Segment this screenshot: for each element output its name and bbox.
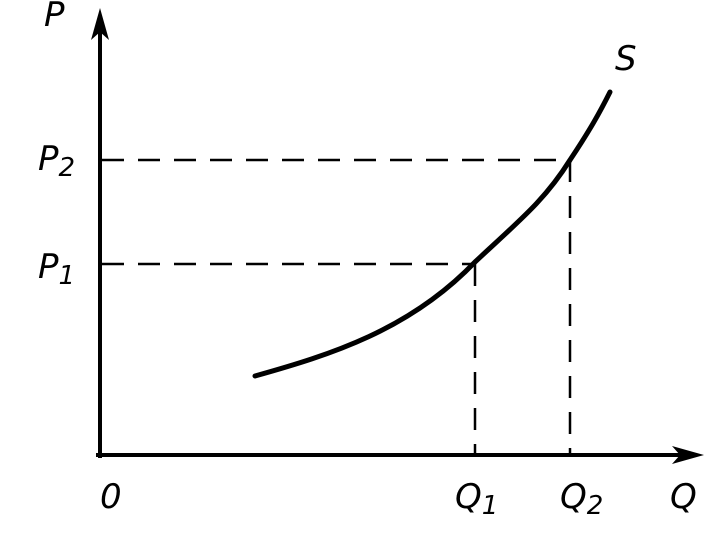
origin-label-text: 0 (100, 477, 122, 517)
y-axis-arrow (91, 8, 109, 40)
x-axis-label-text: Q (670, 477, 697, 517)
p2-label: P2 (38, 139, 75, 183)
p1-sub: 1 (59, 261, 76, 291)
q1-main: Q (455, 477, 482, 517)
y-axis-label-text: P (44, 0, 65, 35)
q2-label: Q2 (560, 477, 603, 521)
p2-sub: 2 (59, 153, 76, 183)
origin-label: 0 (100, 477, 122, 517)
x-axis-label: Q (670, 477, 697, 517)
q1-sub: 1 (482, 491, 499, 521)
p1-label: P1 (38, 247, 75, 291)
y-axis-label: P (44, 0, 65, 35)
q2-sub: 2 (587, 491, 604, 521)
p2-main: P (38, 139, 59, 179)
q1-label: Q1 (455, 477, 498, 521)
supply-curve (252, 89, 613, 379)
curve-label-text: S (615, 39, 637, 79)
guide-q1 (102, 262, 477, 455)
p1-main: P (38, 247, 59, 287)
q2-main: Q (560, 477, 587, 517)
curve-label: S (615, 39, 637, 79)
guide-q2 (102, 158, 572, 455)
x-axis-arrow (672, 446, 704, 464)
